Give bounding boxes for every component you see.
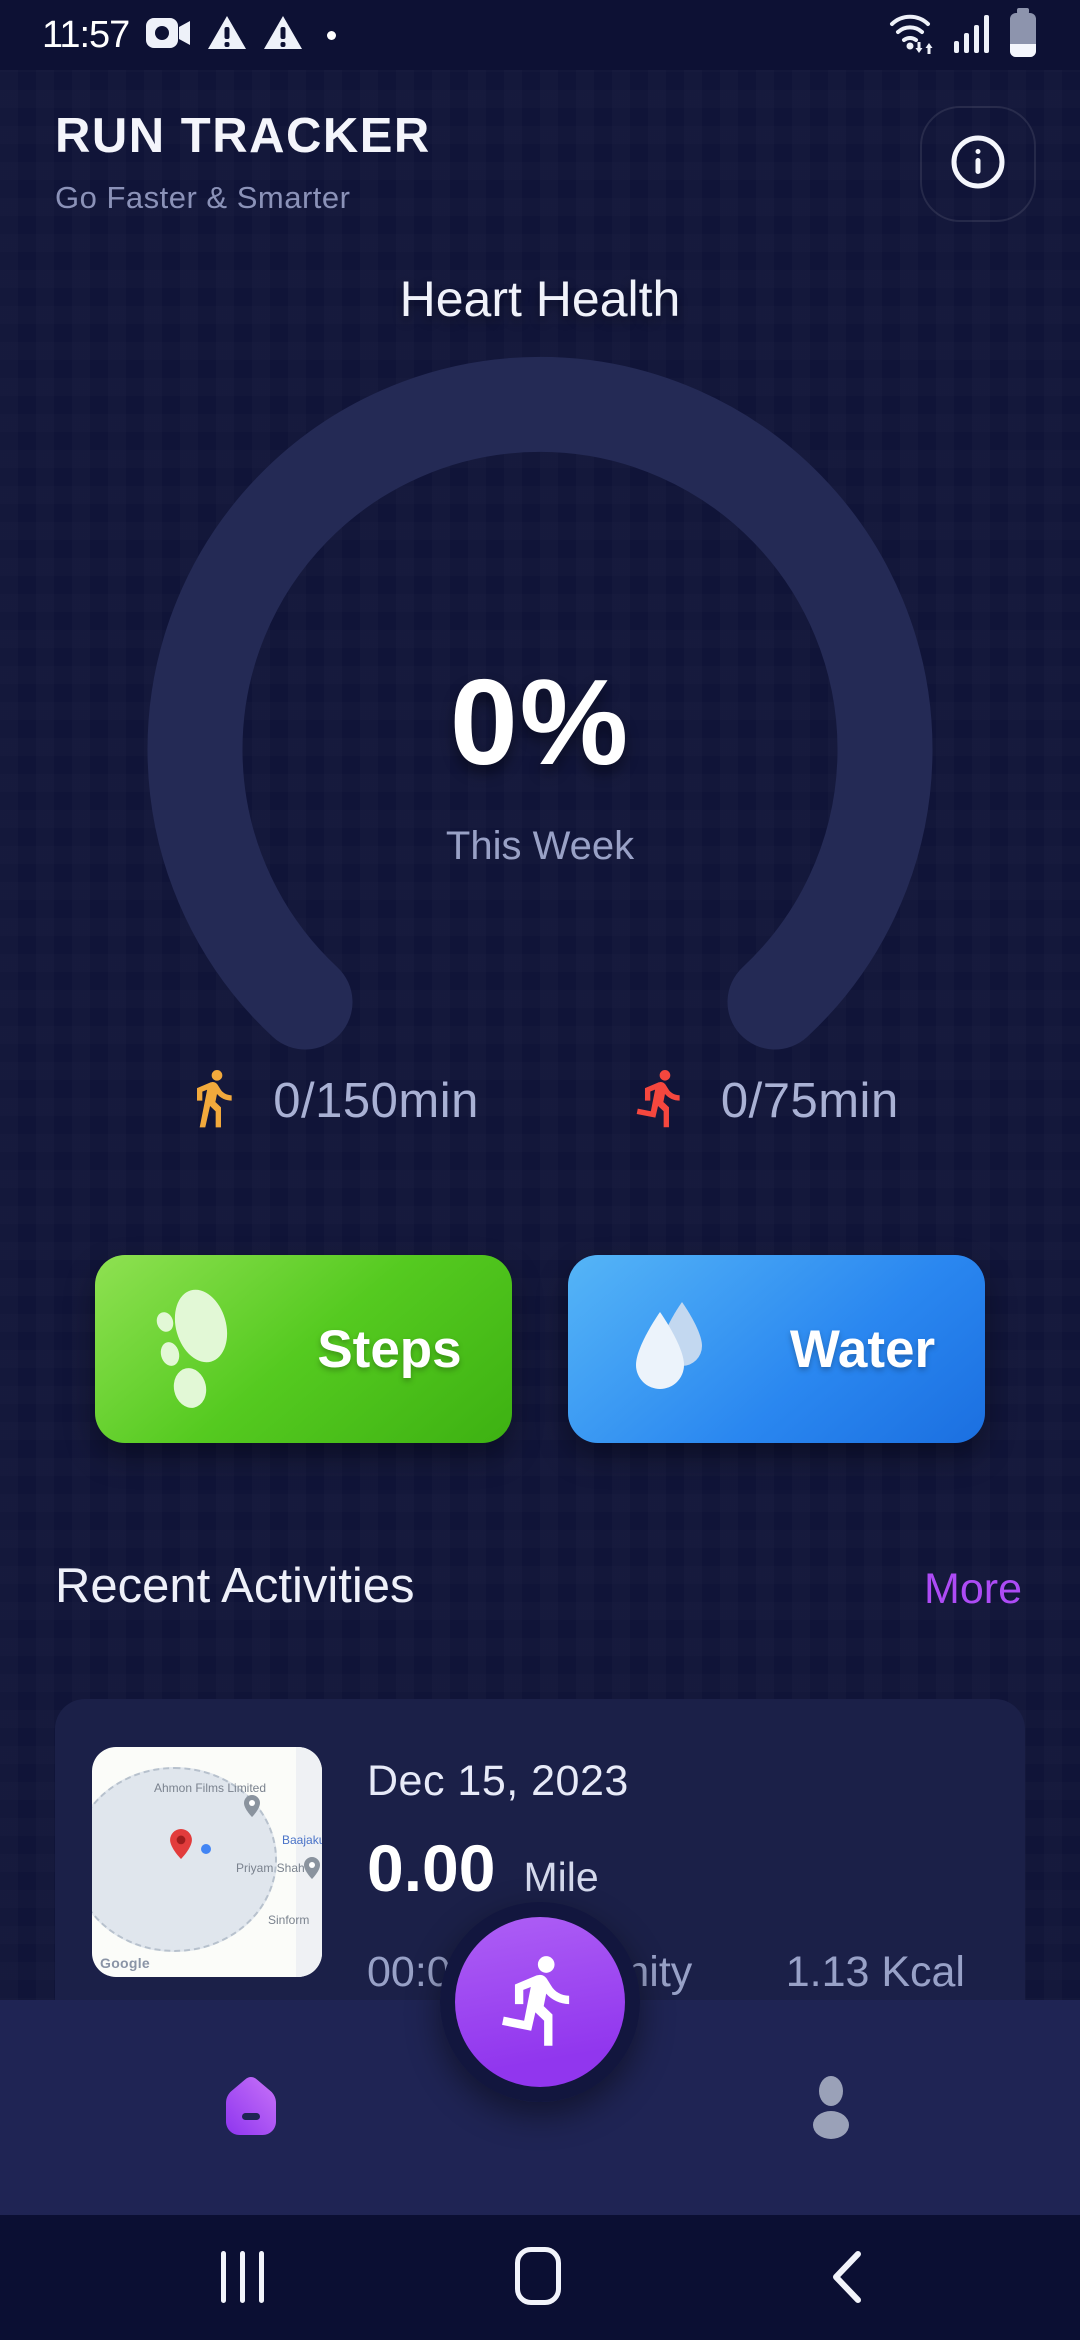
app-subtitle: Go Faster & Smarter (55, 180, 351, 215)
info-icon (949, 133, 1007, 196)
water-button-label: Water (789, 1319, 936, 1379)
info-button[interactable] (920, 106, 1036, 222)
gauge-caption: This Week (445, 824, 635, 868)
run-goal-value: 0/75min (720, 1073, 899, 1128)
activity-details: Dec 15, 2023 0.00 Mile 00:00 Infinity 1.… (367, 1757, 965, 1997)
status-time: 11:57 (42, 13, 130, 56)
activity-distance-value: 0.00 (367, 1831, 496, 1905)
map-place-label: Priyam Shah (236, 1861, 305, 1875)
nav-home-tab[interactable] (219, 2075, 283, 2142)
run-goal: 0/75min (629, 1066, 899, 1135)
activity-distance-unit: Mile (523, 1854, 599, 1900)
walk-goal-value: 0/150min (273, 1073, 479, 1128)
status-bar-left: 11:57 (42, 13, 337, 57)
weekly-goals-row: 0/150min 0/75min (0, 1066, 1080, 1135)
map-watermark: Google (100, 1955, 151, 1971)
map-pin-icon (304, 1857, 320, 1879)
warning-icon (207, 15, 247, 56)
status-bar: 11:57 (0, 0, 1080, 70)
activity-date: Dec 15, 2023 (367, 1757, 629, 1805)
map-pin-icon (244, 1795, 260, 1817)
steps-button[interactable]: Steps (95, 1255, 512, 1443)
screen-record-icon (145, 16, 191, 55)
steps-button-label: Steps (317, 1319, 462, 1379)
back-button[interactable] (828, 2249, 864, 2310)
nav-profile-tab[interactable] (799, 2076, 863, 2145)
signal-strength-icon (954, 11, 992, 60)
footprint-icon (145, 1284, 245, 1414)
map-place-label: Ahmon Films Limited (154, 1781, 267, 1795)
recent-activities-title: Recent Activities (55, 1559, 415, 1613)
home-icon (226, 2077, 276, 2135)
start-run-fab[interactable] (440, 1902, 640, 2102)
warning-icon (263, 15, 303, 56)
heart-health-title: Heart Health (399, 271, 681, 327)
gauge-percent-value: 0% (449, 654, 631, 790)
quick-actions-row: Steps Water (95, 1255, 985, 1443)
more-link[interactable]: More (924, 1565, 1022, 1613)
activity-calories: 1.13 Kcal (785, 1948, 965, 1996)
map-place-label: Baajaku (282, 1833, 322, 1847)
activity-distance-row: 0.00 Mile (367, 1830, 965, 1906)
runner-icon (490, 1950, 590, 2055)
wifi-icon (886, 10, 938, 61)
water-button[interactable]: Water (568, 1255, 985, 1443)
recent-activities-header: Recent Activities More (55, 1558, 1022, 1614)
walk-goal: 0/150min (181, 1066, 479, 1135)
map-current-location-pin-icon (170, 1829, 192, 1859)
walking-person-icon (181, 1066, 245, 1135)
recents-button[interactable] (221, 2251, 264, 2303)
app-header: RUN TRACKER Go Faster & Smarter (0, 70, 1080, 280)
map-location-dot-icon (201, 1844, 211, 1854)
activity-map-thumbnail: Ahmon Films Limited Baajaku Priyam Shah … (92, 1747, 322, 1977)
running-person-icon (629, 1066, 693, 1135)
water-drops-icon (618, 1284, 718, 1414)
battery-icon (1008, 7, 1038, 63)
heart-progress-gauge (147, 356, 933, 1050)
notification-dot-icon (327, 30, 337, 40)
android-home-button[interactable] (515, 2247, 561, 2305)
profile-icon (813, 2076, 849, 2139)
chevron-left-icon (833, 2251, 861, 2303)
app-title: RUN TRACKER (55, 109, 431, 163)
android-navigation-bar (0, 2215, 1080, 2340)
map-place-label: Sinform (268, 1913, 310, 1927)
app-header-text: RUN TRACKER Go Faster & Smarter (55, 108, 431, 216)
status-bar-right (886, 7, 1038, 63)
